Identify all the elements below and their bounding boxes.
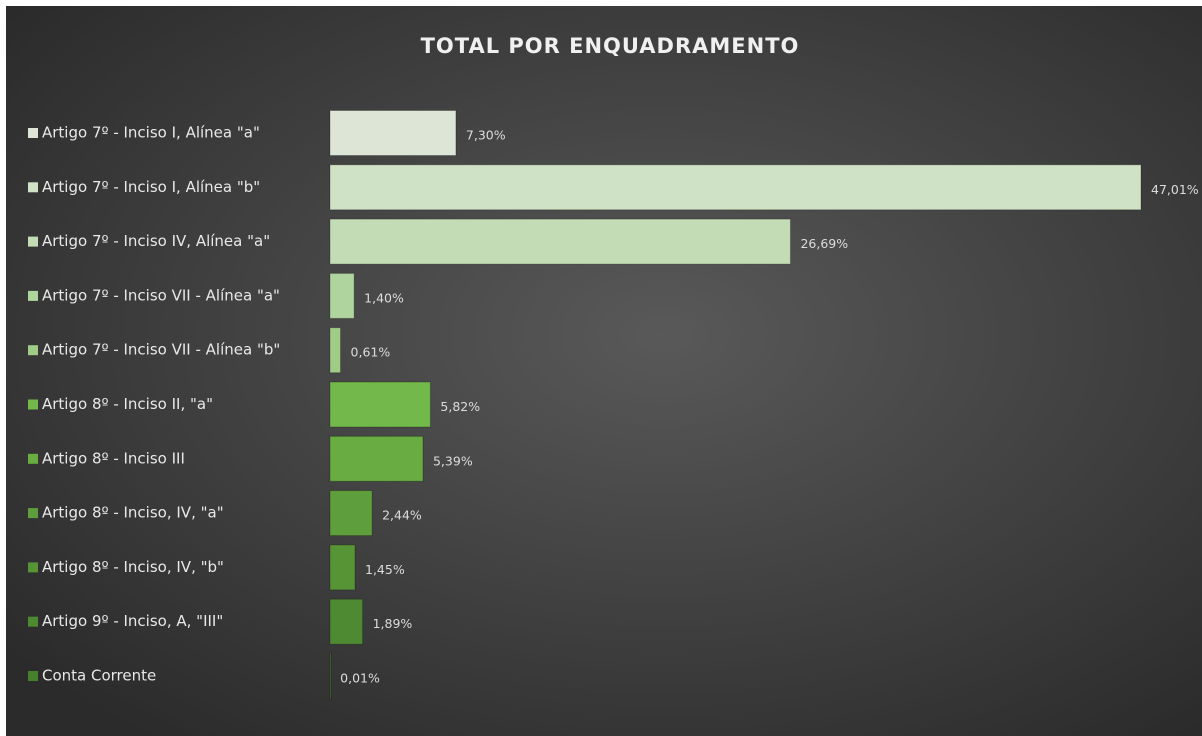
category-label: Artigo 9º - Inciso, A, "III" [42,612,223,630]
value-label: 2,44% [382,508,422,523]
category-label: Artigo 7º - Inciso I, Alínea "b" [42,178,260,196]
category-label: Artigo 7º - Inciso I, Alínea "a" [42,124,260,142]
legend-swatch [28,182,38,193]
legend-swatch [28,399,38,410]
legend-swatch [28,453,38,464]
legend-swatch [28,345,38,356]
chart-background [6,6,1202,736]
bar [329,110,457,156]
bar [329,544,356,591]
category-label: Artigo 8º - Inciso, IV, "a" [42,504,224,522]
bar [329,272,355,319]
category-label: Artigo 8º - Inciso II, "a" [42,395,213,413]
legend-swatch [28,290,38,301]
value-label: 1,45% [365,562,405,577]
legend-swatch [28,616,38,627]
bar [329,164,1142,211]
chart-title: TOTAL POR ENQUADRAMENTO [421,34,800,58]
category-label: Artigo 7º - Inciso VII - Alínea "b" [42,341,280,359]
value-label: 7,30% [466,128,506,143]
legend-swatch [28,128,38,138]
bar [329,327,342,374]
legend-swatch [28,671,38,681]
value-label: 26,69% [800,236,848,251]
legend-swatch [28,508,38,519]
category-label: Artigo 7º - Inciso IV, Alínea "a" [42,232,270,250]
bar [329,218,791,265]
bar [329,598,364,645]
value-label: 1,89% [373,616,413,631]
value-label: 47,01% [1151,182,1199,197]
legend-swatch [28,562,38,573]
category-label: Conta Corrente [42,667,156,685]
legend-swatch [28,236,38,247]
value-label: 1,40% [364,290,404,305]
bar [329,435,424,482]
bar [329,653,332,699]
category-label: Artigo 8º - Inciso III [42,449,185,467]
bar [329,381,431,428]
value-label: 0,61% [351,345,391,360]
category-label: Artigo 7º - Inciso VII - Alínea "a" [42,286,280,304]
value-label: 5,39% [433,453,473,468]
category-label: Artigo 8º - Inciso, IV, "b" [42,558,224,576]
bar [329,490,373,537]
value-label: 5,82% [440,399,480,414]
value-label: 0,01% [340,671,380,686]
